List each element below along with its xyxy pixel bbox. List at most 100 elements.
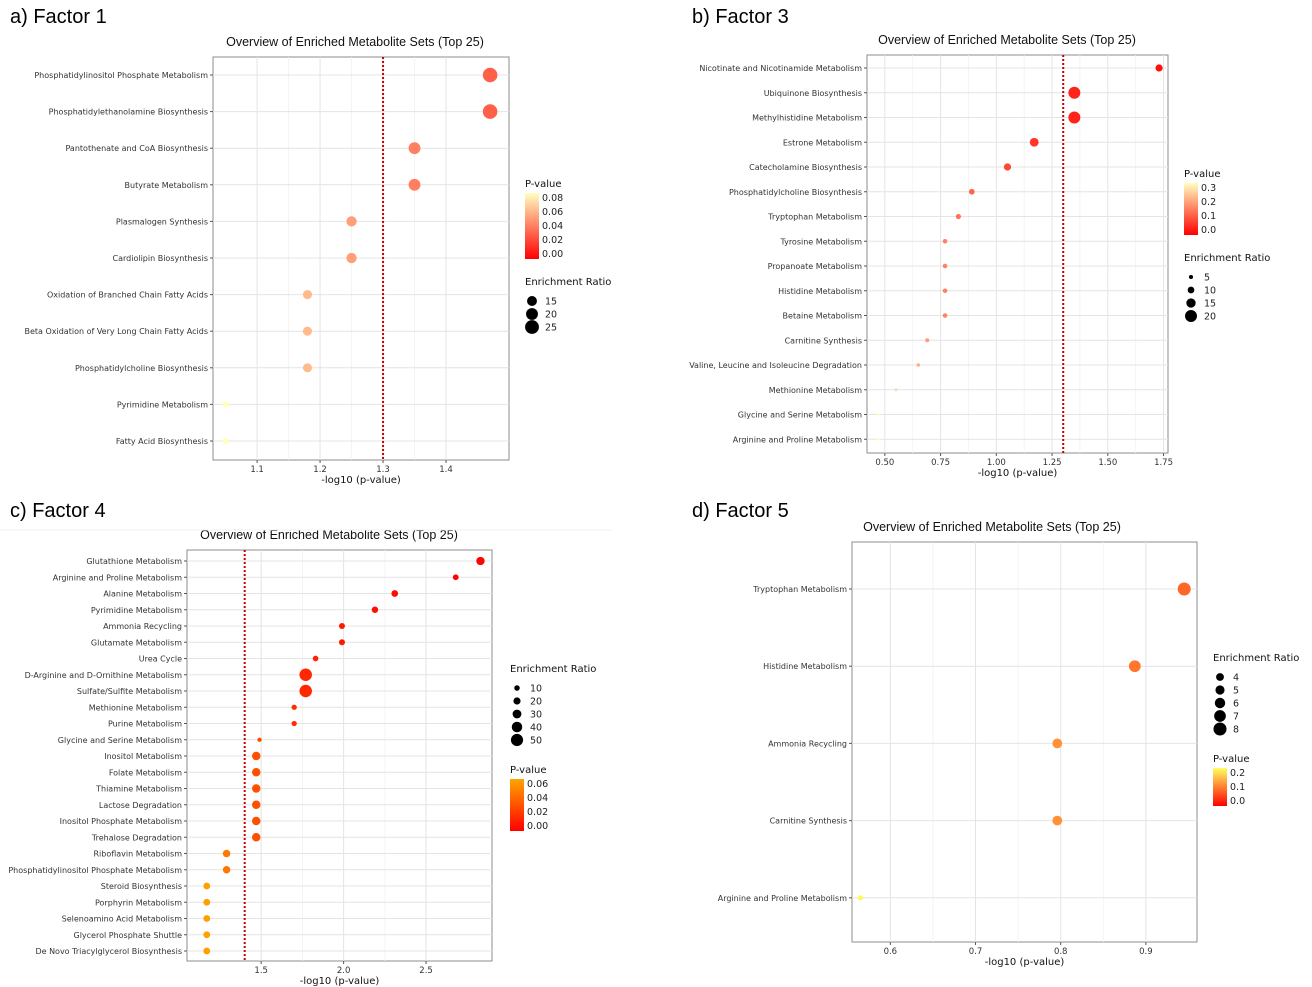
panel-label: d) Factor 5: [692, 500, 789, 522]
x-tick-label: 1.1: [250, 465, 264, 475]
pvalue-colorbar: [510, 779, 524, 831]
category-label: Propanoate Metabolism: [768, 262, 863, 271]
x-tick-label: 0.8: [1054, 947, 1068, 957]
x-axis-label: -log10 (p-value): [985, 957, 1065, 968]
data-point: [291, 720, 297, 727]
category-label: Arginine and Proline Metabolism: [53, 573, 182, 582]
data-point: [391, 590, 399, 597]
data-point: [251, 784, 261, 793]
data-point: [1155, 64, 1163, 72]
pvalue-legend-title: P-value: [1184, 169, 1220, 180]
category-label: Phosphatidylinositol Phosphate Metabolis…: [8, 866, 182, 875]
x-tick-label: 0.75: [931, 458, 950, 468]
x-tick-label: 1.00: [987, 458, 1006, 468]
category-label: Purine Metabolism: [108, 720, 182, 729]
ratio-legend-label: 7: [1233, 712, 1239, 723]
data-point: [1052, 738, 1063, 749]
ratio-legend-key: [1188, 274, 1194, 280]
data-point: [302, 326, 313, 336]
category-label: Tryptophan Metabolism: [767, 213, 862, 222]
pvalue-legend-title: P-value: [510, 765, 546, 776]
pvalue-legend-label: 0.06: [527, 779, 548, 790]
data-point: [1003, 163, 1012, 171]
data-point: [251, 833, 261, 842]
category-label: Oxidation of Branched Chain Fatty Acids: [47, 291, 208, 300]
x-tick-label: 1.2: [313, 465, 327, 475]
category-label: Tyrosine Metabolism: [779, 237, 862, 246]
ratio-legend-key: [1214, 710, 1226, 722]
pvalue-legend-label: 0.04: [542, 221, 563, 232]
data-point: [942, 263, 948, 269]
category-label: Estrone Metabolism: [783, 138, 862, 147]
ratio-legend: Enrichment Ratio 15 20 25: [525, 277, 611, 334]
data-point: [876, 437, 880, 441]
ratio-legend-title: Enrichment Ratio: [510, 664, 596, 675]
data-point: [257, 737, 262, 742]
ratio-legend-label: 15: [1204, 299, 1216, 310]
data-point: [925, 338, 930, 343]
category-label: Pantothenate and CoA Biosynthesis: [65, 144, 208, 153]
x-tick-label: 1.75: [1154, 458, 1173, 468]
data-point: [1177, 582, 1191, 596]
ratio-legend-label: 5: [1204, 273, 1210, 284]
ratio-legend-key: [510, 733, 524, 747]
ratio-legend-key: [1215, 685, 1225, 695]
ratio-legend-label: 20: [530, 697, 542, 708]
data-point: [371, 606, 379, 613]
pvalue-legend-title: P-value: [525, 179, 561, 190]
data-point: [452, 574, 459, 581]
pvalue-colorbar: [1184, 183, 1198, 235]
ratio-legend: Enrichment Ratio 4 5 6 7 8: [1213, 653, 1299, 736]
ratio-legend-label: 10: [1204, 286, 1216, 297]
category-label: Methylhistidine Metabolism: [752, 114, 862, 123]
category-label: Histidine Metabolism: [763, 662, 847, 671]
category-label: Urea Cycle: [139, 655, 182, 664]
data-point: [346, 252, 357, 264]
ratio-legend-key: [513, 697, 521, 705]
category-label: Beta Oxidation of Very Long Chain Fatty …: [24, 327, 208, 336]
category-label: Arginine and Proline Metabolism: [733, 435, 862, 444]
pvalue-legend-title: P-value: [1213, 754, 1249, 765]
category-label: Phosphatidylcholine Biosynthesis: [75, 364, 208, 373]
x-axis-label: -log10 (p-value): [978, 468, 1058, 479]
data-point: [302, 363, 313, 373]
chart-panel-3: c) Factor 4 Overview of Enriched Metaboli…: [8, 500, 596, 987]
ratio-legend-label: 20: [1204, 312, 1216, 323]
ratio-legend-title: Enrichment Ratio: [1184, 253, 1270, 264]
x-tick-label: 1.5: [254, 966, 268, 976]
ratio-legend-label: 5: [1233, 686, 1239, 697]
data-point: [291, 704, 297, 710]
data-point: [203, 898, 211, 906]
chart-panel-1: a) Factor 1 Overview of Enriched Metaboli…: [10, 6, 611, 486]
ratio-legend-key: [1213, 722, 1227, 736]
x-tick-label: 1.50: [1098, 458, 1117, 468]
category-label: Trehalose Degradation: [91, 833, 182, 842]
category-label: Valine, Leucine and Isoleucine Degradati…: [689, 361, 862, 370]
plot-area: [851, 541, 1198, 943]
data-point: [482, 67, 498, 83]
gridlines: [867, 55, 1168, 453]
data-point: [1068, 86, 1081, 99]
category-label: Catecholamine Biosynthesis: [749, 163, 862, 172]
chart-panel-4: d) Factor 5 Overview of Enriched Metaboli…: [692, 500, 1299, 968]
category-label: Sulfate/Sulfite Metabolism: [77, 687, 182, 696]
category-label: Glycine and Serine Metabolism: [738, 411, 862, 420]
chart-title: Overview of Enriched Metabolite Sets (To…: [200, 528, 458, 542]
ratio-legend-label: 4: [1233, 673, 1239, 684]
data-point: [338, 623, 345, 629]
data-point: [1128, 660, 1141, 673]
ratio-legend-label: 8: [1233, 725, 1239, 736]
data-point: [222, 437, 229, 445]
pvalue-legend-label: 0.06: [542, 207, 563, 218]
category-label: Carnitine Synthesis: [785, 336, 862, 345]
ratio-legend: Enrichment Ratio 10 20 30 40 50: [510, 664, 596, 747]
data-point: [916, 363, 921, 367]
x-tick-label: 0.6: [884, 947, 898, 957]
category-label: Fatty Acid Biosynthesis: [116, 437, 208, 446]
data-point: [1052, 815, 1063, 826]
data-point: [251, 768, 261, 777]
pvalue-legend-label: 0.2: [1201, 197, 1216, 208]
category-label: Glycine and Serine Metabolism: [58, 736, 182, 745]
data-point: [1068, 111, 1081, 124]
x-tick-label: 1.4: [439, 465, 453, 475]
